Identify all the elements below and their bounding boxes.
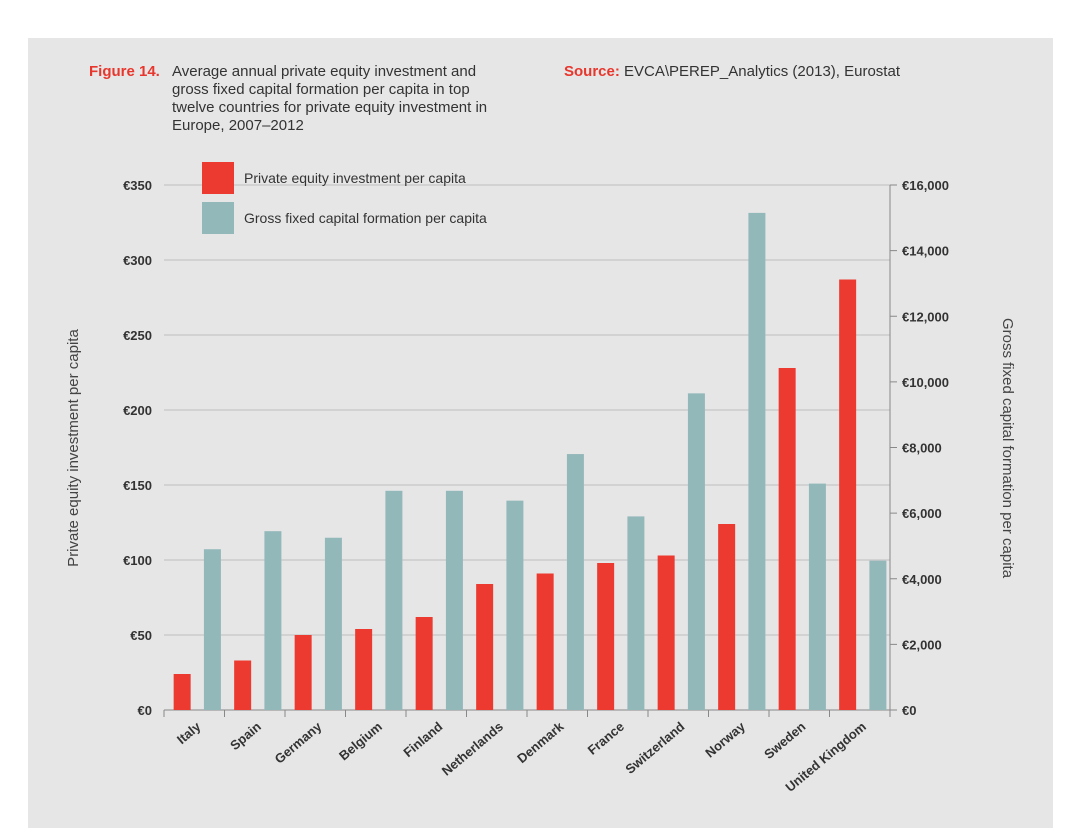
y-left-tick-label: €0 xyxy=(138,703,152,718)
bar-private-equity xyxy=(597,563,615,710)
x-category-label: Norway xyxy=(702,718,748,760)
bar-private-equity xyxy=(839,279,857,710)
bar-gross-fixed-capital xyxy=(445,490,463,710)
bar-gross-fixed-capital xyxy=(385,490,403,710)
bar-private-equity xyxy=(355,629,373,710)
bar-private-equity xyxy=(778,368,796,710)
y-right-tick-label: €0 xyxy=(902,703,916,718)
y-left-axis-title: Private equity investment per capita xyxy=(65,329,82,567)
x-category-label: Finland xyxy=(400,719,445,760)
y-right-tick-label: €12,000 xyxy=(902,309,949,324)
bar-private-equity xyxy=(294,635,312,710)
y-right-tick-label: €10,000 xyxy=(902,375,949,390)
bar-gross-fixed-capital xyxy=(203,549,221,710)
x-category-label: Italy xyxy=(174,718,204,747)
bar-private-equity xyxy=(173,674,191,710)
y-left-tick-label: €350 xyxy=(123,178,152,193)
x-category-label: Sweden xyxy=(761,719,808,762)
bar-gross-fixed-capital xyxy=(264,531,282,710)
source-label: Source: xyxy=(564,63,620,80)
x-category-label: Switzerland xyxy=(622,719,687,777)
bar-private-equity xyxy=(234,660,252,710)
legend-label: Private equity investment per capita xyxy=(244,170,466,186)
figure-number: Figure 14. xyxy=(89,63,160,80)
y-right-tick-label: €2,000 xyxy=(902,637,942,652)
legend-label: Gross fixed capital formation per capita xyxy=(244,210,487,226)
x-category-label: Netherlands xyxy=(439,719,506,779)
figure-title: Average annual private equity investment… xyxy=(172,63,488,134)
bar-private-equity xyxy=(657,555,675,710)
bar-gross-fixed-capital xyxy=(506,500,524,710)
y-right-tick-label: €4,000 xyxy=(902,572,942,587)
x-category-label: France xyxy=(585,719,627,758)
bar-gross-fixed-capital xyxy=(748,212,766,710)
y-right-axis-title: Gross fixed capital formation per capita xyxy=(999,318,1016,579)
chart-figure: Figure 14. Average annual private equity… xyxy=(28,38,1053,828)
y-left-tick-label: €250 xyxy=(123,328,152,343)
legend-swatch xyxy=(202,202,234,234)
y-left-tick-label: €300 xyxy=(123,253,152,268)
bar-gross-fixed-capital xyxy=(566,454,584,710)
y-left-tick-label: €50 xyxy=(130,628,152,643)
x-category-label: Denmark xyxy=(514,718,567,766)
legend-swatch xyxy=(202,162,234,194)
y-right-tick-label: €14,000 xyxy=(902,244,949,259)
y-left-tick-label: €200 xyxy=(123,403,152,418)
bar-private-equity xyxy=(476,584,494,710)
bar-gross-fixed-capital xyxy=(324,537,342,710)
bar-gross-fixed-capital xyxy=(869,560,887,710)
y-right-tick-label: €16,000 xyxy=(902,178,949,193)
source-text: EVCA\PEREP_Analytics (2013), Eurostat xyxy=(624,63,900,80)
y-left-tick-label: €150 xyxy=(123,478,152,493)
bar-gross-fixed-capital xyxy=(627,516,645,710)
bar-private-equity xyxy=(415,617,433,710)
bar-gross-fixed-capital xyxy=(687,393,705,710)
y-right-tick-label: €8,000 xyxy=(902,441,942,456)
bar-private-equity xyxy=(536,573,554,710)
bar-private-equity xyxy=(718,524,736,710)
x-category-label: Germany xyxy=(272,718,325,766)
x-category-label: Spain xyxy=(227,719,264,753)
x-category-label: Belgium xyxy=(336,719,385,763)
y-left-tick-label: €100 xyxy=(123,553,152,568)
source-note: Source: EVCA\PEREP_Analytics (2013), Eur… xyxy=(564,63,900,80)
y-right-tick-label: €6,000 xyxy=(902,506,942,521)
bar-gross-fixed-capital xyxy=(808,483,826,710)
bar-chart: €0 €50 €100 €150 €200 €250 €300 €350 €0 €2,000 €4,… xyxy=(65,162,1016,795)
